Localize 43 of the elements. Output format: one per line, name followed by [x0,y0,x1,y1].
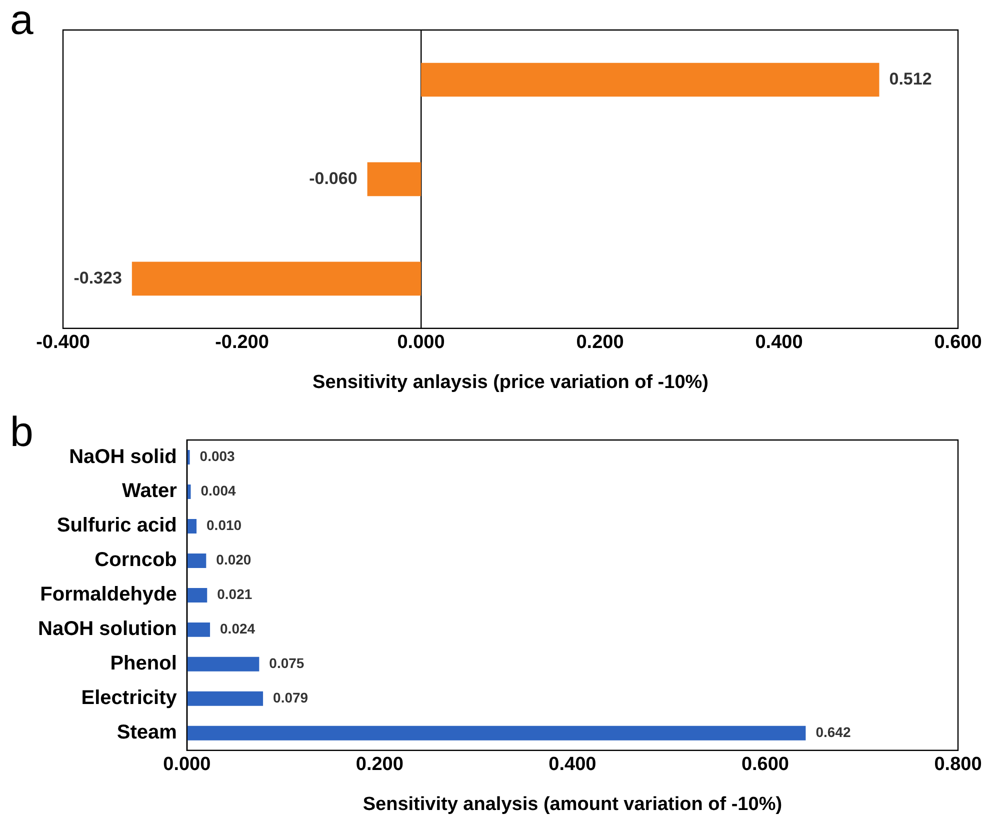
y-tick-label: Phenol [110,652,177,675]
x-tick-label: 0.200 [576,332,624,354]
data-label: 0.024 [220,620,256,637]
bar [186,622,210,637]
chart-title: b [10,408,34,456]
y-tick-label: Steam [116,722,177,744]
y-tick-label: Electricity [81,687,178,710]
bar [186,553,206,568]
data-label: 0.021 [217,586,252,602]
x-tick-label: 0.600 [934,332,982,354]
y-tick-label: Sulfuric acid [56,514,177,537]
x-tick-label: -0.200 [215,332,269,354]
bar [186,518,197,534]
data-label: -0.060 [309,168,358,188]
y-tick-label: NaOH solution [38,618,177,640]
x-axis-title: Sensitivity anlaysis (price variation of -10%) [312,372,708,393]
bar [186,691,264,706]
bar [186,726,806,740]
x-tick-label: 0.200 [356,754,404,776]
data-label: -0.323 [74,268,122,288]
y-tick-label: Water [122,480,178,502]
x-tick-label: 0.400 [548,754,596,776]
data-label: 0.020 [216,552,252,568]
x-tick-label: 0.000 [163,754,211,776]
x-tick-label: 0.400 [755,332,803,354]
bar [186,656,260,672]
y-tick-label: Corncob [94,549,177,572]
y-tick-label: Formaldehyde [40,584,177,606]
x-axis-title: Sensitivity analysis (amount variation of -10%) [362,794,782,815]
x-tick-label: 0.800 [934,754,982,776]
x-tick-label: 0.000 [397,332,445,354]
data-label: 0.642 [816,724,851,740]
data-label: 0.010 [206,517,242,534]
bar [186,588,208,602]
data-label: 0.512 [889,69,932,88]
y-tick-label: NaOH solid [69,446,177,468]
data-label: 0.004 [200,482,236,499]
data-label: 0.075 [269,655,304,672]
x-tick-label: 0.600 [741,754,789,776]
data-label: 0.003 [200,448,236,464]
chart-title: a [10,0,34,44]
x-tick-label: -0.400 [36,332,90,354]
data-label: 0.079 [273,690,308,706]
